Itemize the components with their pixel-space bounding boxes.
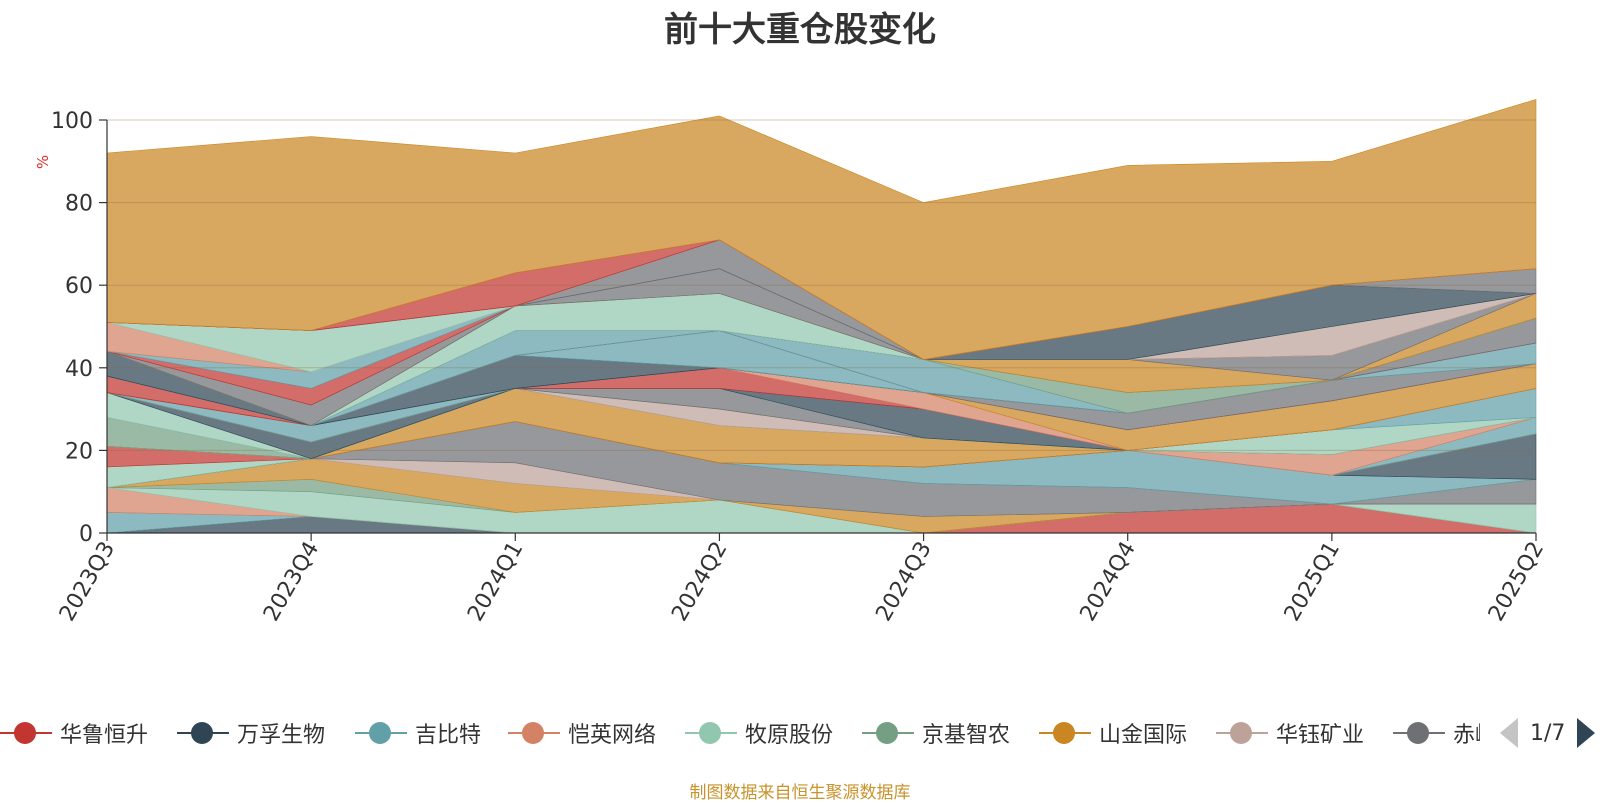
y-axis-unit-label: % <box>34 155 52 169</box>
legend-item[interactable]: 山金国际 <box>1039 713 1187 753</box>
legend-pager: 1/7 <box>1500 716 1596 750</box>
source-note: 制图数据来自恒生聚源数据库 <box>689 783 911 803</box>
legend-marker-icon <box>0 718 52 748</box>
legend-item[interactable]: 华钰矿业 <box>1216 713 1364 753</box>
legend-prev-page-icon[interactable] <box>1500 718 1518 748</box>
legend-marker-icon <box>355 718 407 748</box>
legend-label: 吉比特 <box>415 723 482 748</box>
legend-marker-icon <box>1039 718 1091 748</box>
legend-item[interactable]: 吉比特 <box>355 713 481 753</box>
legend-items: 华鲁恒升 万孚生物 吉比特 恺英网络 牧原股份 京基智农 山金国际 华钰矿业 赤峰黄金 <box>0 713 1480 753</box>
series-band[interactable] <box>106 98 1537 360</box>
legend-item[interactable]: 华鲁恒升 <box>0 713 148 753</box>
chart-plot: 0 20 40 60 80 100 2023Q3 2023Q4 2024Q1 2024Q2 2024… <box>34 98 1549 626</box>
legend-item[interactable]: 京基智农 <box>862 713 1010 753</box>
legend-label: 牧原股份 <box>745 723 834 748</box>
legend: 华鲁恒升 万孚生物 吉比特 恺英网络 牧原股份 京基智农 山金国际 华钰矿业 赤峰黄金 <box>0 713 1600 753</box>
legend-marker-icon <box>1393 718 1445 748</box>
legend-next-page-icon[interactable] <box>1577 718 1596 748</box>
y-tick-label: 20 <box>65 439 93 464</box>
x-tick-label: 2024Q2 <box>667 538 732 626</box>
legend-label: 万孚生物 <box>237 723 326 748</box>
legend-item[interactable]: 牧原股份 <box>685 713 833 753</box>
x-tick-label: 2025Q2 <box>1484 538 1549 626</box>
legend-marker-icon <box>177 718 229 748</box>
legend-label: 华鲁恒升 <box>60 723 149 748</box>
legend-marker-icon <box>1216 718 1268 748</box>
legend-label: 山金国际 <box>1099 723 1188 748</box>
legend-label: 赤峰黄金 <box>1453 723 1480 748</box>
legend-item[interactable]: 赤峰黄金 <box>1393 713 1480 753</box>
legend-marker-icon <box>862 718 914 748</box>
chart-title: 前十大重仓股变化 <box>664 10 936 50</box>
y-tick-label: 40 <box>65 357 93 382</box>
legend-item[interactable]: 万孚生物 <box>177 713 325 753</box>
grid-lines <box>107 119 1536 451</box>
x-tick-label: 2025Q1 <box>1280 538 1345 626</box>
legend-label: 恺英网络 <box>568 723 657 748</box>
legend-marker-icon <box>508 718 560 748</box>
legend-page-indicator: 1/7 <box>1530 720 1566 746</box>
y-tick-label: 80 <box>65 192 93 217</box>
area-bands <box>106 98 1537 534</box>
y-tick-label: 0 <box>79 522 93 547</box>
x-tick-label: 2024Q4 <box>1076 538 1141 626</box>
x-tick-label: 2024Q3 <box>871 538 936 626</box>
x-tick-label: 2023Q4 <box>259 538 324 626</box>
legend-label: 华钰矿业 <box>1276 723 1365 748</box>
x-tick-label: 2023Q3 <box>55 538 120 626</box>
y-tick-label: 60 <box>65 274 93 299</box>
y-tick-label: 100 <box>51 109 93 134</box>
legend-item[interactable]: 恺英网络 <box>508 713 656 753</box>
legend-label: 京基智农 <box>922 723 1011 748</box>
legend-marker-icon <box>685 718 737 748</box>
x-tick-label: 2024Q1 <box>463 538 528 626</box>
